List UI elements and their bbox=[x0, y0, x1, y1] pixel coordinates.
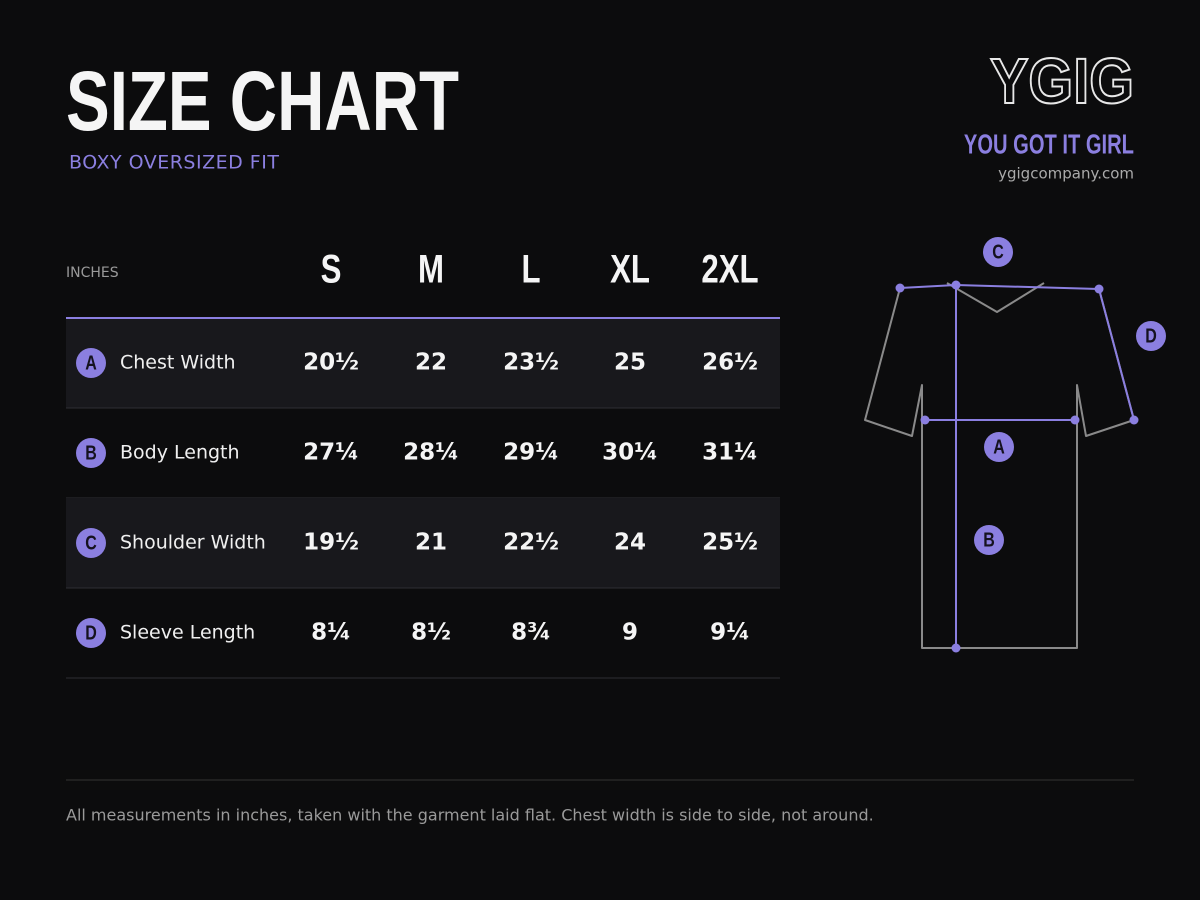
measure-line-d bbox=[1098, 288, 1135, 421]
tagline-group: YOU GOT IT GIRL bbox=[964, 129, 1134, 160]
badge bbox=[76, 528, 106, 558]
unit-label: INCHES bbox=[66, 265, 119, 281]
badge-letter: C bbox=[992, 241, 1004, 263]
column-header: L bbox=[521, 247, 540, 292]
badge bbox=[76, 438, 106, 468]
badge-letter: B bbox=[85, 442, 97, 464]
badge-letter: C bbox=[85, 532, 97, 554]
badge-letter: A bbox=[85, 352, 97, 374]
cell-value: 8¼ bbox=[311, 620, 351, 646]
badge-letter-group: A bbox=[993, 436, 1005, 458]
badge-letter-group: C bbox=[992, 241, 1004, 263]
column-header-group: M bbox=[418, 247, 444, 292]
measure-dots bbox=[895, 280, 1139, 653]
badge bbox=[76, 348, 106, 378]
diagram-badges: A B C D bbox=[974, 237, 1166, 555]
cell-value: 8½ bbox=[411, 620, 451, 646]
cell-value: 21 bbox=[415, 530, 447, 556]
shirt-outline bbox=[864, 287, 1135, 649]
cell-value: 8¾ bbox=[511, 620, 551, 646]
row-label: Sleeve Length bbox=[120, 622, 255, 644]
badge bbox=[974, 525, 1004, 555]
badge-letter: D bbox=[1145, 325, 1157, 347]
row-label: Chest Width bbox=[120, 352, 236, 374]
cell-value: 24 bbox=[614, 530, 646, 556]
shirt-diagram bbox=[864, 280, 1139, 653]
cell-value: 25 bbox=[614, 350, 646, 376]
cell-value: 28¼ bbox=[403, 440, 459, 466]
collar bbox=[946, 282, 1045, 313]
badge bbox=[984, 432, 1014, 462]
badge-letter-group: B bbox=[983, 529, 995, 551]
column-header-group: L bbox=[521, 247, 540, 292]
badge-letter-group: D bbox=[85, 622, 97, 644]
footnote: All measurements in inches, taken with t… bbox=[66, 806, 874, 825]
column-header: S bbox=[321, 247, 342, 292]
cell-value: 22½ bbox=[503, 530, 559, 556]
tagline: YOU GOT IT GIRL bbox=[964, 129, 1134, 160]
badge bbox=[76, 618, 106, 648]
column-header: M bbox=[418, 247, 444, 292]
row-background bbox=[66, 318, 780, 408]
title: SIZE CHART bbox=[66, 54, 459, 148]
badge-letter-group: D bbox=[1145, 325, 1157, 347]
column-header-group: XL bbox=[610, 247, 650, 292]
badge-letter-group: B bbox=[85, 442, 97, 464]
badge-letter: B bbox=[983, 529, 995, 551]
cell-value: 30¼ bbox=[602, 440, 658, 466]
column-header: XL bbox=[610, 247, 650, 292]
subtitle: BOXY OVERSIZED FIT bbox=[69, 152, 279, 174]
cell-value: 20½ bbox=[303, 350, 359, 376]
column-header-group: S bbox=[321, 247, 342, 292]
badge bbox=[1136, 321, 1166, 351]
cell-value: 9¼ bbox=[710, 620, 750, 646]
badge-letter: A bbox=[993, 436, 1005, 458]
cell-value: 27¼ bbox=[303, 440, 359, 466]
badge bbox=[983, 237, 1013, 267]
measure-line-c bbox=[899, 284, 1100, 290]
badge-letter: D bbox=[85, 622, 97, 644]
column-header: 2XL bbox=[701, 247, 758, 292]
cell-value: 23½ bbox=[503, 350, 559, 376]
row-label: Shoulder Width bbox=[120, 532, 266, 554]
column-header-group: 2XL bbox=[701, 247, 758, 292]
badge-letter-group: C bbox=[85, 532, 97, 554]
table: S M L XL 2XL A Chest Width 20½ 22 23½ 25 26½ B Body L… bbox=[66, 247, 780, 679]
cell-value: 31¼ bbox=[702, 440, 758, 466]
website: ygigcompany.com bbox=[998, 165, 1134, 183]
cell-value: 26½ bbox=[702, 350, 758, 376]
cell-value: 9 bbox=[622, 620, 638, 646]
logo-group: YGIG bbox=[989, 44, 1135, 117]
cell-value: 25½ bbox=[702, 530, 758, 556]
cell-value: 19½ bbox=[303, 530, 359, 556]
row-label: Body Length bbox=[120, 442, 240, 464]
logo: YGIG bbox=[990, 45, 1134, 116]
cell-value: 29¼ bbox=[503, 440, 559, 466]
cell-value: 22 bbox=[415, 350, 447, 376]
badge-letter-group: A bbox=[85, 352, 97, 374]
row-background bbox=[66, 498, 780, 588]
title-group: SIZE CHART bbox=[66, 54, 459, 148]
